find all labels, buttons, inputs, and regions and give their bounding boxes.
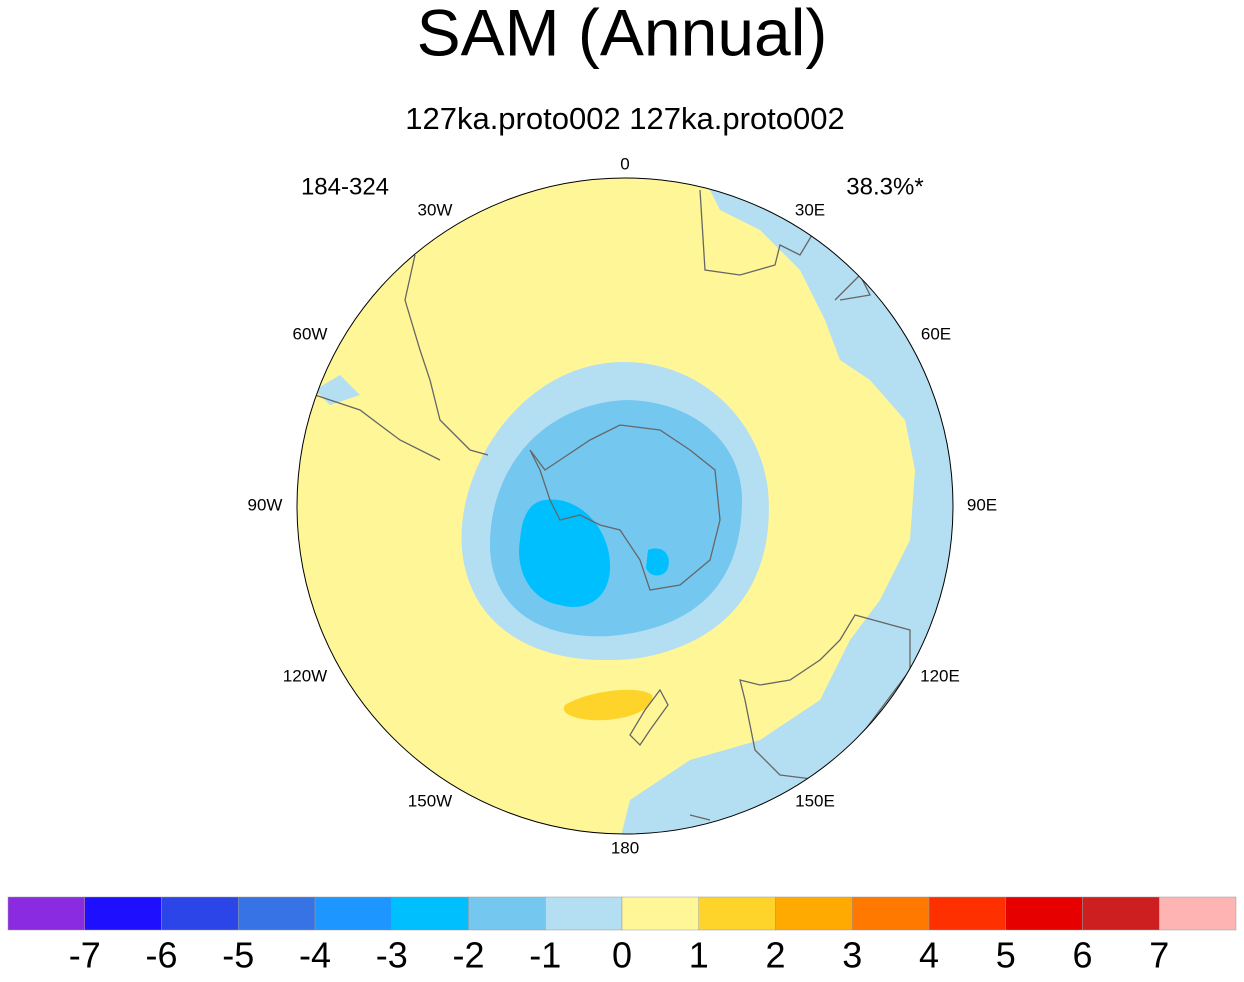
colorbar-box bbox=[1082, 896, 1160, 931]
colorbar-label: -2 bbox=[452, 935, 484, 976]
negative-region bbox=[315, 375, 360, 405]
map bbox=[297, 178, 953, 834]
colorbar-label: -5 bbox=[222, 935, 254, 976]
longitude-labels: 0 30E 60E 90E 120E 150E 180 150W 120W 90W 60W 30W bbox=[248, 154, 998, 857]
colorbar-box bbox=[545, 896, 623, 931]
longitude-label: 30E bbox=[795, 200, 825, 219]
colorbar-label: 3 bbox=[842, 935, 862, 976]
colorbar-box bbox=[238, 896, 316, 931]
colorbar-label: 6 bbox=[1072, 935, 1092, 976]
right-label: 38.3%* bbox=[846, 173, 923, 200]
colorbar-box bbox=[84, 896, 162, 931]
contour-minus3 bbox=[519, 499, 611, 607]
colorbar-label: 7 bbox=[1149, 935, 1169, 976]
longitude-label: 60W bbox=[293, 324, 328, 343]
longitude-label: 30W bbox=[418, 200, 453, 219]
contour-minus3 bbox=[646, 548, 669, 576]
colorbar-label: 5 bbox=[996, 935, 1016, 976]
colorbar-box bbox=[314, 896, 392, 931]
longitude-label: 150W bbox=[408, 791, 452, 810]
longitude-label: 60E bbox=[921, 324, 951, 343]
coastlines bbox=[314, 189, 911, 821]
colorbar-label: -7 bbox=[69, 935, 101, 976]
left-label: 184-324 bbox=[301, 173, 389, 200]
colorbar-label: -6 bbox=[145, 935, 177, 976]
colorbar-box bbox=[621, 896, 699, 931]
title: SAM (Annual) bbox=[417, 0, 828, 69]
longitude-label: 120E bbox=[920, 666, 960, 685]
longitude-label: 90W bbox=[248, 495, 283, 514]
colorbar-label: 2 bbox=[765, 935, 785, 976]
map-border bbox=[296, 177, 954, 835]
colorbar-label: 4 bbox=[919, 935, 939, 976]
colorbar-label: -3 bbox=[376, 935, 408, 976]
colorbar-box bbox=[698, 896, 776, 931]
colorbar-label: -1 bbox=[529, 935, 561, 976]
colorbar-box bbox=[1005, 896, 1083, 931]
colorbar-box bbox=[7, 896, 85, 931]
longitude-label: 150E bbox=[795, 791, 835, 810]
colorbar-box bbox=[852, 896, 930, 931]
longitude-label: 120W bbox=[283, 666, 327, 685]
colorbar-label: 0 bbox=[612, 935, 632, 976]
colorbar-box bbox=[468, 896, 546, 931]
colorbar-label: -4 bbox=[299, 935, 331, 976]
longitude-label: 0 bbox=[620, 154, 629, 173]
colorbar-box bbox=[775, 896, 853, 931]
longitude-label: 180 bbox=[611, 838, 639, 857]
colorbar-label: 1 bbox=[689, 935, 709, 976]
negative-region bbox=[620, 178, 953, 834]
colorbar-box bbox=[1159, 896, 1237, 931]
colorbar-box bbox=[391, 896, 469, 931]
subtitle: 127ka.proto002 127ka.proto002 bbox=[405, 101, 845, 136]
colorbar-box bbox=[928, 896, 1006, 931]
colorbar: -7 -6 -5 -4 -3 -2 -1 0 1 2 3 4 5 6 7 bbox=[7, 896, 1237, 976]
contour-plus1 bbox=[563, 689, 653, 721]
colorbar-box bbox=[161, 896, 239, 931]
longitude-label: 90E bbox=[967, 495, 997, 514]
